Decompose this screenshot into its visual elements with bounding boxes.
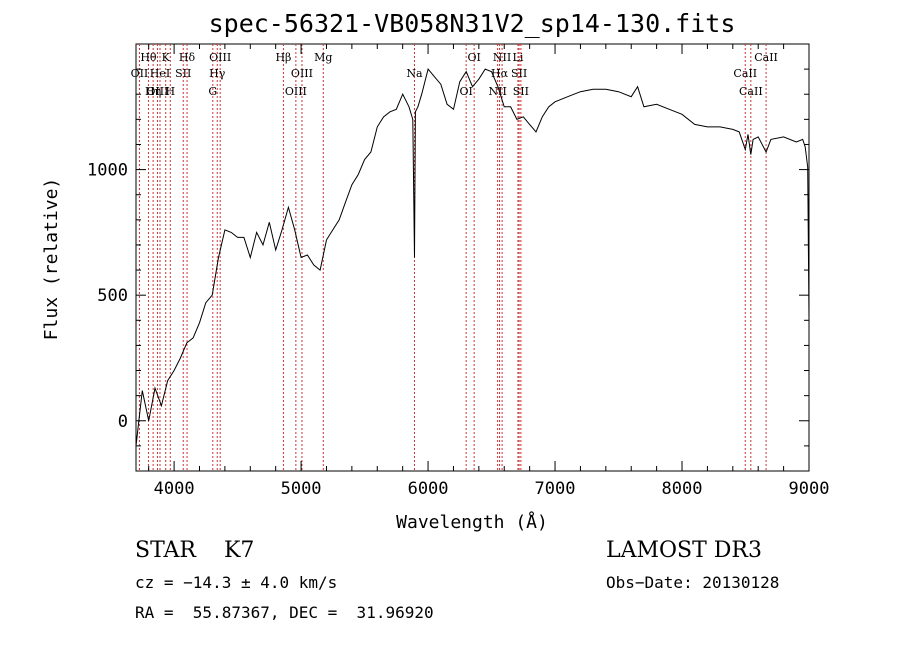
spectral-line-label: OII xyxy=(131,67,149,80)
y-tick-label: 500 xyxy=(97,286,128,306)
observation-date: Obs−Date: 20130128 xyxy=(606,573,780,592)
spectral-line-label: SII xyxy=(175,67,191,80)
spectral-line-label: SII xyxy=(511,67,527,80)
spectral-line-label: K xyxy=(162,51,171,64)
spectral-line-label: G xyxy=(208,85,217,98)
spectral-line-label: OIII xyxy=(285,85,307,98)
x-tick-label: 6000 xyxy=(408,479,449,499)
spectral-line-label: HeI xyxy=(150,67,170,80)
spectral-line-label: Na xyxy=(406,67,423,80)
spectral-line-label: H xyxy=(165,85,175,98)
spectral-line-label: Li xyxy=(513,51,524,64)
y-tick-label: 0 xyxy=(118,412,128,432)
redshift-cz: cz = −14.3 ± 4.0 km/s xyxy=(135,573,338,592)
star-class: STAR K7 xyxy=(135,538,255,563)
x-axis-label: Wavelength (Å) xyxy=(396,511,548,533)
spectral-line-label: Hγ xyxy=(209,67,226,80)
spectrum-line xyxy=(135,68,810,446)
spectral-line-label: CaII xyxy=(739,85,763,98)
spectral-line-labels: HθOIIOIIIKHeIHηHδSIIHOIIIHγGHβOIIIOIIIMg… xyxy=(131,51,778,98)
x-tick-label: 7000 xyxy=(535,479,576,499)
axes: 4000 5000 6000 7000 8000 9000 0 500 1000 xyxy=(87,44,829,499)
spectral-line-label: Hβ xyxy=(275,51,291,64)
x-tick-label: 5000 xyxy=(281,479,322,499)
spectral-line-label: OIII xyxy=(291,67,313,80)
x-tick-label: 9000 xyxy=(789,479,830,499)
x-tick-label: 4000 xyxy=(154,479,195,499)
y-axis-label: Flux (relative) xyxy=(41,178,62,341)
spectral-line-label: Hδ xyxy=(179,51,196,64)
y-tick-label: 1000 xyxy=(87,161,128,181)
spectral-line-label: OI xyxy=(467,51,480,64)
spectral-line-label: OIII xyxy=(146,85,168,98)
spectral-line-label: Hα xyxy=(491,67,509,80)
spectral-line-label: CaII xyxy=(733,67,757,80)
spectral-line-label: Hη xyxy=(145,85,161,98)
plot-frame xyxy=(135,43,810,472)
x-tick-label: 8000 xyxy=(662,479,703,499)
spectral-line-markers xyxy=(138,44,767,471)
spectral-line-label: SII xyxy=(513,85,529,98)
spectral-line-label: OI xyxy=(459,85,472,98)
spectral-line-label: CaII xyxy=(754,51,778,64)
spectral-line-label: NII xyxy=(493,51,511,64)
spectral-line-label: OIII xyxy=(209,51,231,64)
chart-title: spec-56321-VB058N31V2_sp14-130.fits xyxy=(209,9,736,38)
survey-name: LAMOST DR3 xyxy=(606,538,762,563)
spectral-line-label: Hθ xyxy=(140,51,157,64)
ra-dec: RA = 55.87367, DEC = 31.96920 xyxy=(135,603,434,622)
spectral-line-label: NII xyxy=(488,85,506,98)
spectral-line-label: Mg xyxy=(314,51,332,64)
